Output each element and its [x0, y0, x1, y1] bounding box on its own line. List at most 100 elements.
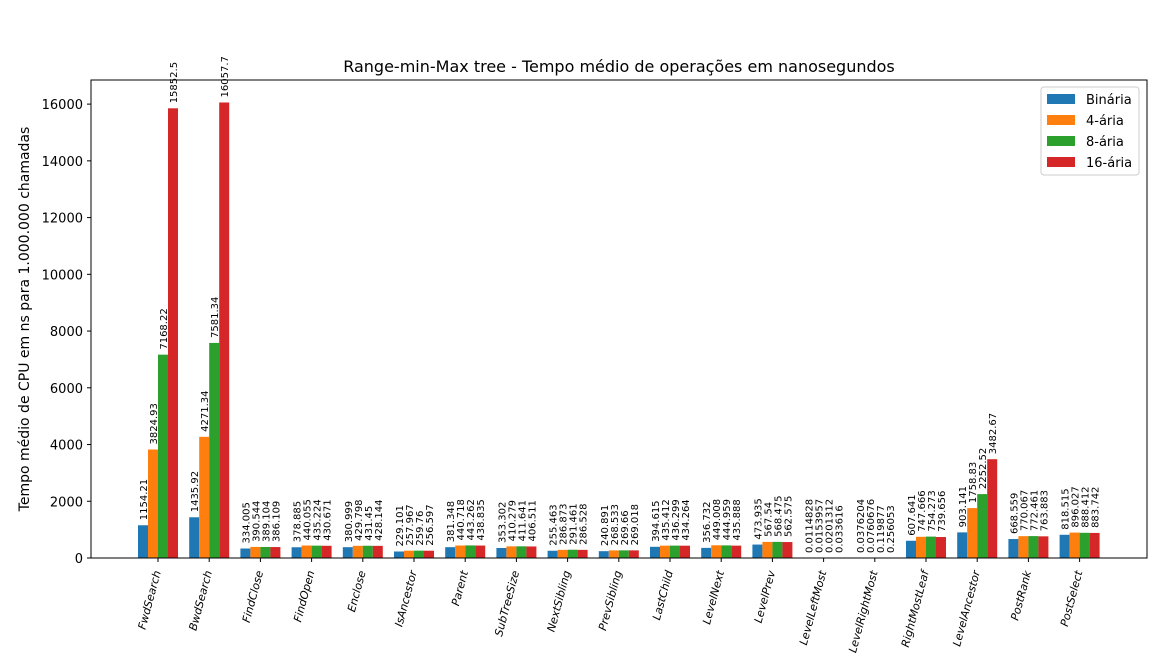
- data-label: 390.544: [251, 501, 262, 542]
- bar: [219, 102, 230, 558]
- bar: [680, 545, 690, 558]
- x-tick-label: FindOpen: [291, 569, 317, 623]
- chart-title: Range-min-Max tree - Tempo médio de oper…: [343, 57, 895, 76]
- bar: [618, 550, 629, 558]
- data-label: 334.005: [241, 502, 252, 543]
- bar: [342, 547, 353, 558]
- x-tick-label: NextSibling: [545, 569, 574, 633]
- data-labels-group: 1154.21 3824.93 7168.22 15852.5 1435.92 4271.…: [139, 56, 1102, 553]
- legend-label: 16-ária: [1086, 156, 1132, 171]
- bar: [977, 494, 988, 558]
- data-label: 438.835: [476, 499, 487, 540]
- legend-swatch: [1047, 94, 1075, 104]
- data-label: 0.0153957: [815, 499, 826, 553]
- bar: [660, 545, 670, 558]
- data-label: 0.033616: [835, 505, 846, 553]
- bar: [608, 550, 619, 558]
- bar: [1008, 539, 1019, 558]
- data-label: 0.0376204: [856, 499, 867, 553]
- data-label: 435.412: [661, 499, 672, 540]
- legend-label: 4-ária: [1086, 114, 1124, 129]
- bar: [926, 536, 936, 558]
- data-label: 568.475: [773, 496, 784, 537]
- data-label: 444.959: [722, 499, 733, 540]
- bar: [526, 546, 537, 558]
- bar: [496, 547, 507, 558]
- bar: [547, 550, 558, 558]
- bar: [628, 550, 639, 558]
- data-label: 818.515: [1061, 488, 1072, 529]
- x-tick-label: Enclose: [345, 569, 369, 613]
- legend-swatch: [1047, 136, 1075, 146]
- bar: [1028, 536, 1039, 558]
- bar: [1069, 532, 1080, 558]
- bar: [301, 545, 312, 558]
- legend-swatch: [1047, 157, 1075, 167]
- data-label: 1154.21: [139, 479, 150, 520]
- data-label: 431.45: [364, 506, 375, 541]
- bar: [260, 546, 271, 558]
- data-label: 1435.92: [190, 471, 201, 512]
- bar: [967, 508, 978, 558]
- bar: [168, 108, 178, 559]
- bar: [782, 542, 793, 558]
- legend-label: Binária: [1086, 93, 1132, 108]
- data-label: 386.109: [271, 501, 282, 542]
- data-label: 1758.83: [968, 462, 979, 503]
- data-label: 269.66: [620, 510, 631, 545]
- data-label: 229.101: [395, 505, 406, 546]
- y-axis-label: Tempo médio de CPU em ns para 1.000.000 …: [17, 127, 33, 513]
- data-label: 668.559: [1009, 493, 1020, 534]
- bars-group: [138, 102, 1100, 559]
- bar: [1018, 536, 1029, 558]
- bar: [158, 354, 168, 558]
- bar: [270, 547, 281, 558]
- data-label: 15852.5: [169, 62, 180, 103]
- bar: [445, 547, 456, 558]
- bar: [352, 545, 363, 558]
- data-label: 443.262: [466, 499, 477, 540]
- bar: [567, 549, 578, 558]
- bar: [670, 545, 680, 558]
- bar: [752, 544, 763, 558]
- data-label: 7168.22: [159, 308, 170, 349]
- x-tick-label: LevelAncestor: [950, 568, 983, 648]
- plot-frame: [90, 79, 1148, 559]
- y-tick-label: 12000: [42, 212, 83, 227]
- data-label: 410.279: [507, 500, 518, 541]
- bar: [240, 548, 251, 558]
- data-label: 888.412: [1081, 486, 1092, 527]
- bar: [936, 537, 946, 558]
- bar: [1038, 536, 1049, 558]
- data-label: 607.641: [907, 494, 918, 535]
- data-label: 449.008: [712, 499, 723, 540]
- data-label: 411.641: [517, 500, 528, 541]
- bar: [577, 549, 588, 558]
- data-label: 378.885: [293, 501, 304, 542]
- bar: [598, 551, 609, 558]
- bar: [721, 545, 732, 558]
- x-tick-label: FwdSearch: [136, 569, 164, 631]
- bar: [394, 551, 404, 558]
- y-tick-label: 2000: [50, 495, 83, 510]
- y-tick-label: 6000: [50, 382, 83, 397]
- y-tick-label: 0: [75, 552, 83, 567]
- x-tick-label: PostRank: [1008, 569, 1034, 622]
- data-label: 896.027: [1071, 486, 1082, 527]
- data-label: 428.144: [374, 499, 385, 540]
- data-label: 772.461: [1029, 490, 1040, 531]
- data-label: 286.873: [559, 504, 570, 545]
- x-tick-label: PrevSibling: [596, 569, 624, 632]
- data-label: 435.888: [732, 499, 743, 540]
- x-tick-label: LevelLeftMost: [797, 569, 830, 647]
- legend-box: [1040, 86, 1140, 176]
- bar: [291, 547, 302, 558]
- data-label: 406.511: [527, 500, 538, 541]
- x-tick-label: Parent: [449, 569, 471, 608]
- bar: [424, 550, 434, 558]
- bar: [762, 541, 773, 558]
- data-label: 240.891: [600, 505, 611, 546]
- data-label: 255.463: [549, 504, 560, 545]
- bar: [916, 536, 926, 558]
- data-label: 0.0760676: [866, 499, 877, 553]
